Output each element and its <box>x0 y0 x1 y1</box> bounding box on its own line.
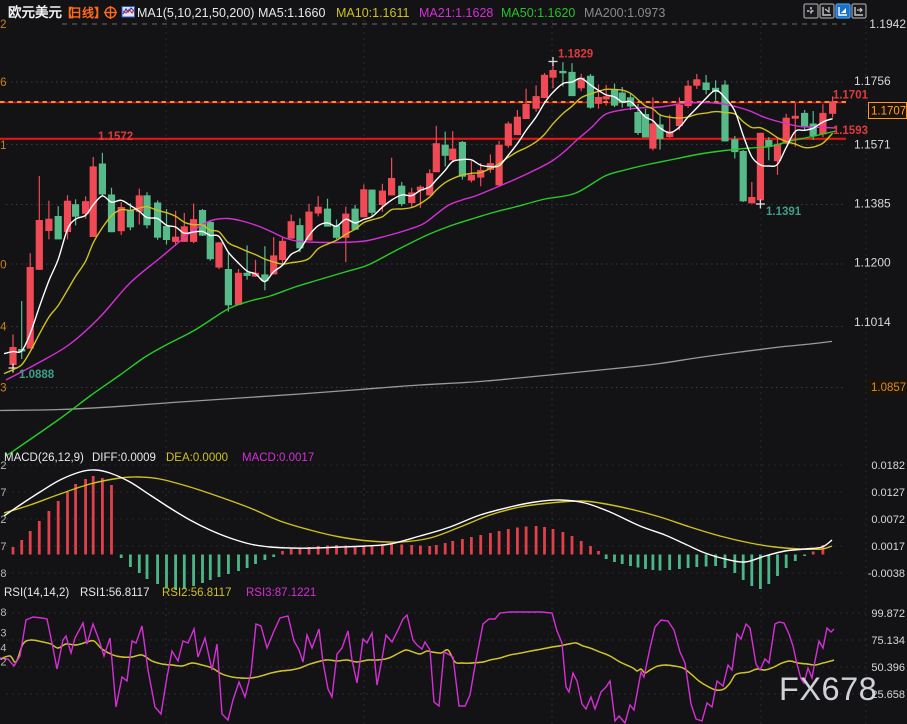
svg-text:4: 4 <box>0 322 7 334</box>
svg-text:0: 0 <box>0 260 6 272</box>
svg-text:MACD(26,12,9): MACD(26,12,9) <box>4 452 84 464</box>
svg-text:RSI1:56.8117: RSI1:56.8117 <box>80 587 149 599</box>
svg-text:1.1571: 1.1571 <box>854 138 891 152</box>
svg-text:1.1391: 1.1391 <box>766 206 802 218</box>
svg-text:MA50:1.1620: MA50:1.1620 <box>501 6 575 20</box>
svg-text:MA1(5,10,21,50,200): MA1(5,10,21,50,200) <box>137 6 254 20</box>
svg-text:-0.0038: -0.0038 <box>868 568 905 580</box>
svg-text:8: 8 <box>0 607 6 619</box>
svg-text:1.1701: 1.1701 <box>833 90 869 102</box>
svg-text:1.0857: 1.0857 <box>871 382 906 394</box>
svg-text:MA200:1.0973: MA200:1.0973 <box>584 6 665 20</box>
svg-text:7: 7 <box>0 541 6 553</box>
svg-text:0.0017: 0.0017 <box>871 541 905 553</box>
svg-text:25.658: 25.658 <box>871 689 905 701</box>
svg-text:7: 7 <box>0 487 6 499</box>
svg-text:75.134: 75.134 <box>871 635 905 647</box>
svg-text:2: 2 <box>0 514 6 526</box>
svg-text:0.0182: 0.0182 <box>871 460 905 472</box>
svg-text:0.0127: 0.0127 <box>871 487 905 499</box>
svg-text:1.1593: 1.1593 <box>833 125 868 137</box>
svg-text:1.0888: 1.0888 <box>19 369 55 381</box>
svg-text:欧元美元: 欧元美元 <box>8 4 62 20</box>
svg-text:1.1572: 1.1572 <box>98 131 133 143</box>
svg-text:1.1829: 1.1829 <box>558 49 593 61</box>
svg-text:6: 6 <box>0 77 6 89</box>
svg-text:50.396: 50.396 <box>871 662 905 674</box>
svg-text:DIFF:0.0009: DIFF:0.0009 <box>92 452 156 464</box>
svg-text:MA21:1.1628: MA21:1.1628 <box>419 6 493 20</box>
svg-text:MA10:1.1611: MA10:1.1611 <box>336 6 409 20</box>
svg-text:1.1200: 1.1200 <box>854 256 891 270</box>
svg-text:1: 1 <box>0 140 6 152</box>
svg-text:0.0072: 0.0072 <box>871 514 905 526</box>
svg-text:2: 2 <box>0 657 6 669</box>
svg-text:1.1942: 1.1942 <box>869 17 906 31</box>
svg-text:2: 2 <box>0 460 6 472</box>
svg-text:MA5:1.1660: MA5:1.1660 <box>258 6 325 20</box>
svg-text:99.872: 99.872 <box>871 608 905 620</box>
svg-text:RSI3:87.1221: RSI3:87.1221 <box>246 587 316 599</box>
svg-text:FX678: FX678 <box>779 671 877 707</box>
svg-text:1.1756: 1.1756 <box>854 74 891 88</box>
svg-text:RSI(14,14,2): RSI(14,14,2) <box>4 587 69 599</box>
svg-text:2: 2 <box>0 19 6 31</box>
svg-text:1.1385: 1.1385 <box>854 197 891 211</box>
svg-text:3: 3 <box>0 628 6 640</box>
svg-text:1.1707: 1.1707 <box>871 106 906 118</box>
svg-text:3: 3 <box>0 383 6 395</box>
svg-text:8: 8 <box>0 568 6 580</box>
svg-text:RSI2:56.8117: RSI2:56.8117 <box>162 587 231 599</box>
svg-text:MACD:0.0017: MACD:0.0017 <box>242 452 314 464</box>
svg-text:DEA:0.0000: DEA:0.0000 <box>166 452 228 464</box>
svg-text:1.1014: 1.1014 <box>854 315 891 329</box>
svg-text:【日线】: 【日线】 <box>61 5 103 20</box>
svg-text:4: 4 <box>0 643 6 655</box>
